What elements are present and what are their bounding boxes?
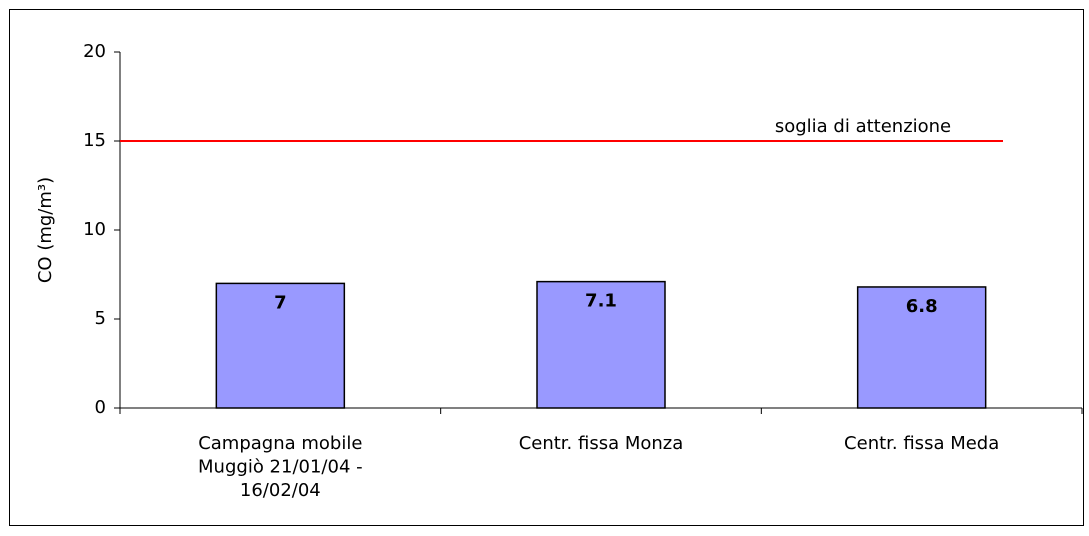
chart-frame (9, 9, 1084, 526)
value-label: 7 (274, 292, 287, 313)
bar (536, 280, 666, 409)
y-tick-label: 15 (83, 130, 106, 151)
threshold-label: soglia di attenzione (775, 116, 951, 137)
bar (215, 282, 346, 409)
x-tick-label: Campagna mobile Muggiò 21/01/04 -16/02/04 (198, 433, 363, 501)
value-label: 6.8 (906, 296, 938, 317)
x-tick-label: Centr. fissa Monza (519, 433, 684, 454)
value-label: 7.1 (585, 291, 617, 312)
y-tick-label: 5 (95, 308, 106, 329)
y-axis-label: CO (mg/m³) (35, 177, 56, 283)
y-tick-label: 10 (83, 219, 106, 240)
y-tick-label: 0 (95, 397, 106, 418)
x-tick-label: Centr. fissa Meda (844, 433, 999, 454)
y-tick-label: 20 (83, 41, 106, 62)
bar (856, 286, 987, 409)
